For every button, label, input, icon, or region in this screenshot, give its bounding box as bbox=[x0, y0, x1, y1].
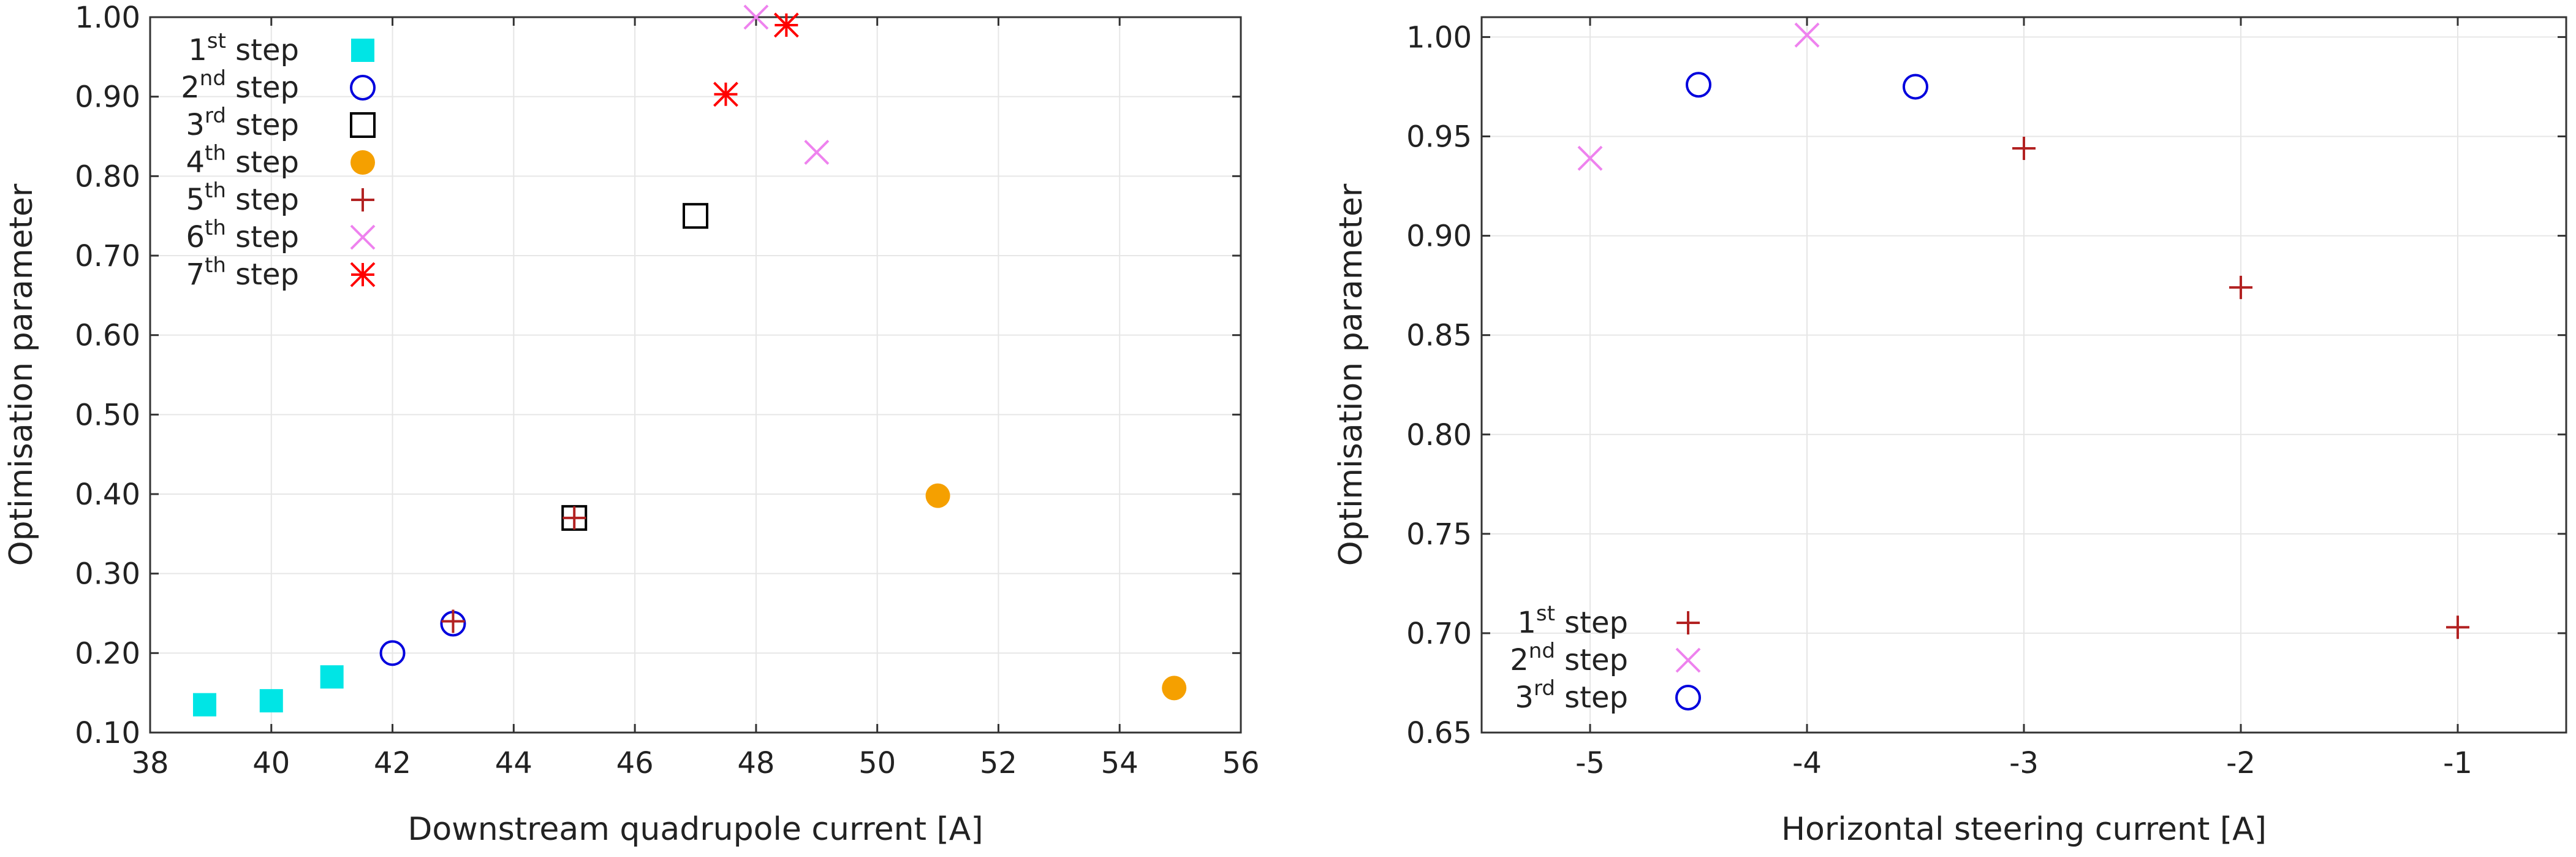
y-tick-label: 0.70 bbox=[75, 239, 140, 273]
data-point bbox=[743, 4, 769, 30]
data-point bbox=[1903, 74, 1928, 100]
x-tick-label: 48 bbox=[737, 746, 775, 780]
legend-label: 1st step bbox=[188, 29, 299, 67]
x-tick-label: 50 bbox=[858, 746, 896, 780]
x-tick-label: 56 bbox=[1222, 746, 1259, 780]
plot-frame bbox=[149, 16, 1242, 734]
left-plot: 38 40 42 44 46 48 50 52 54 56 0.10 0.20 0.30 0.40 0.50… bbox=[3, 1, 1260, 848]
x-tick-label: -3 bbox=[2009, 746, 2039, 780]
legend-marker bbox=[350, 262, 376, 288]
data-point bbox=[193, 693, 216, 717]
data-point bbox=[804, 140, 830, 165]
legend-label: 2nd step bbox=[1510, 639, 1628, 677]
y-tick-label: 0.10 bbox=[75, 716, 140, 750]
y-tick-label: 0.80 bbox=[75, 159, 140, 194]
x-tick-label: 38 bbox=[131, 746, 169, 780]
y-axis-label: Optimisation parameter bbox=[1333, 183, 1369, 566]
legend-label: 4th step bbox=[186, 141, 299, 180]
y-tick-label: 0.80 bbox=[1406, 418, 1472, 452]
legend-label: 2nd step bbox=[181, 66, 299, 105]
x-tick-label: 42 bbox=[374, 746, 411, 780]
legend-marker bbox=[1676, 611, 1700, 634]
legend-marker bbox=[1675, 647, 1701, 673]
data-point bbox=[683, 203, 708, 229]
y-tick-label: 0.20 bbox=[75, 636, 140, 671]
series-6 bbox=[743, 4, 830, 165]
data-point bbox=[773, 12, 799, 38]
series-5 bbox=[441, 506, 586, 633]
y-tick-label: 0.90 bbox=[1406, 219, 1472, 254]
legend-label: 1st step bbox=[1517, 601, 1628, 640]
x-axis-label: Horizontal steering current [A] bbox=[1781, 811, 2267, 848]
y-tick-label: 0.60 bbox=[75, 319, 140, 353]
data-point bbox=[1162, 676, 1187, 701]
data-point bbox=[2446, 615, 2469, 639]
series-3 bbox=[1686, 72, 1928, 100]
legend-marker bbox=[351, 39, 374, 62]
legend-label: 5th step bbox=[186, 178, 299, 217]
x-tick-label: -5 bbox=[1575, 746, 1605, 780]
x-tick-label: 54 bbox=[1101, 746, 1138, 780]
data-point bbox=[320, 665, 344, 689]
y-tick-label: 0.90 bbox=[75, 80, 140, 115]
x-axis-label: Downstream quadrupole current [A] bbox=[407, 811, 983, 848]
right-plot: -5 -4 -3 -2 -1 0.65 0.70 0.75 0.80 0.85 0.90 0.95 1.… bbox=[1333, 16, 2567, 848]
x-tick-label: 40 bbox=[252, 746, 290, 780]
y-tick-label: 0.85 bbox=[1406, 319, 1472, 353]
data-point bbox=[259, 689, 283, 713]
series-1 bbox=[2012, 136, 2469, 639]
data-point bbox=[441, 609, 465, 633]
legend-marker bbox=[351, 188, 374, 211]
y-tick-label: 0.65 bbox=[1406, 716, 1472, 750]
legend-marker bbox=[350, 112, 376, 138]
series-1 bbox=[193, 665, 344, 717]
legend-label: 3rd step bbox=[1515, 676, 1628, 715]
x-tick-label: 44 bbox=[495, 746, 532, 780]
y-axis-label: Optimisation parameter bbox=[3, 183, 40, 566]
x-tick-label: -1 bbox=[2443, 746, 2472, 780]
data-point bbox=[2229, 275, 2252, 299]
data-point bbox=[379, 640, 406, 666]
data-point bbox=[713, 82, 738, 107]
legend-marker bbox=[1675, 685, 1701, 710]
data-point bbox=[1686, 72, 1711, 98]
series-2 bbox=[1577, 22, 1820, 171]
legend-label: 3rd step bbox=[186, 104, 299, 142]
x-tick-label: 52 bbox=[980, 746, 1017, 780]
data-point bbox=[1794, 22, 1820, 48]
y-tick-label: 0.70 bbox=[1406, 617, 1472, 651]
y-tick-label: 0.30 bbox=[75, 557, 140, 592]
y-tick-label: 0.50 bbox=[75, 398, 140, 432]
legend-marker bbox=[350, 75, 376, 101]
series-4 bbox=[925, 483, 1187, 701]
data-point bbox=[925, 483, 950, 508]
y-tick-label: 0.75 bbox=[1406, 517, 1472, 552]
y-tick-label: 0.40 bbox=[75, 478, 140, 512]
y-tick-label: 1.00 bbox=[1406, 20, 1472, 55]
legend-marker bbox=[350, 150, 375, 175]
legend-marker bbox=[350, 224, 376, 250]
x-tick-label: 46 bbox=[616, 746, 654, 780]
series-7 bbox=[713, 12, 799, 107]
y-tick-label: 1.00 bbox=[75, 1, 140, 35]
data-point bbox=[563, 506, 586, 530]
legend-label: 6th step bbox=[186, 216, 299, 254]
x-tick-label: -4 bbox=[1792, 746, 1822, 780]
legend-label: 7th step bbox=[186, 253, 299, 292]
data-point bbox=[2012, 136, 2036, 160]
data-point bbox=[1577, 145, 1603, 171]
y-tick-label: 0.95 bbox=[1406, 120, 1472, 154]
x-tick-label: -2 bbox=[2226, 746, 2256, 780]
